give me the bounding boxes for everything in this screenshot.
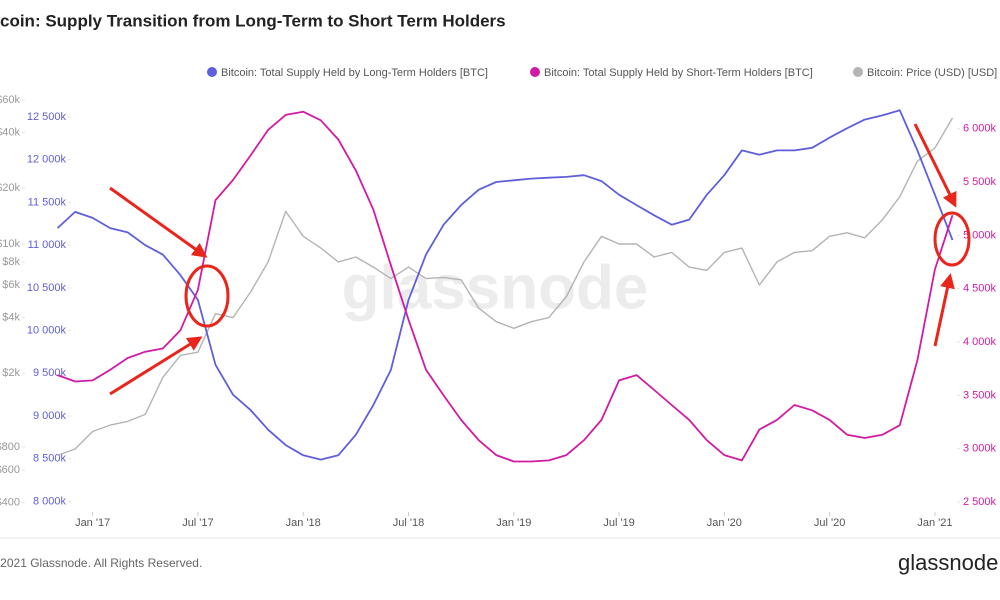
legend-label: Bitcoin: Price (USD) [USD] bbox=[867, 67, 997, 79]
x-tick-label: Jan '19 bbox=[496, 517, 531, 529]
x-tick-label: Jul '17 bbox=[182, 517, 213, 529]
x-tick-label: Jan '21 bbox=[917, 517, 952, 529]
highlight-circle bbox=[184, 264, 230, 328]
y-tick-label: 3 500k bbox=[963, 389, 997, 401]
watermark: glassnode bbox=[342, 253, 649, 322]
legend-label: Bitcoin: Total Supply Held by Short-Term… bbox=[544, 67, 813, 79]
arrow bbox=[109, 336, 203, 396]
arrow bbox=[933, 273, 955, 347]
y-tick-label: 9 000k bbox=[33, 410, 67, 422]
legend-label: Bitcoin: Total Supply Held by Long-Term … bbox=[221, 67, 488, 79]
y-tick-label: 6 000k bbox=[963, 123, 997, 135]
y-tick-label: 12 500k bbox=[27, 111, 67, 123]
y-tick-label: 5 000k bbox=[963, 229, 997, 241]
y-tick-label: $8k bbox=[2, 256, 20, 268]
y-tick-label: $4k bbox=[2, 312, 20, 324]
y-tick-label: $600 bbox=[0, 464, 20, 476]
logo: glassnode bbox=[898, 550, 998, 575]
copyright: © 2021 Glassnode. All Rights Reserved. bbox=[0, 556, 202, 570]
legend-swatch bbox=[853, 67, 863, 77]
y-tick-label: 2 500k bbox=[963, 496, 997, 508]
y-tick-label: $400 bbox=[0, 497, 20, 509]
y-tick-label: 8 000k bbox=[33, 495, 67, 507]
chart-title: coin: Supply Transition from Long-Term t… bbox=[0, 11, 506, 30]
y-tick-label: $40k bbox=[0, 126, 20, 138]
y-tick-label: $6k bbox=[2, 279, 20, 291]
x-tick-label: Jan '20 bbox=[707, 517, 742, 529]
y-tick-label: 5 500k bbox=[963, 176, 997, 188]
y-tick-label: $20k bbox=[0, 182, 20, 194]
y-tick-label: 11 500k bbox=[28, 196, 67, 208]
y-tick-label: $800 bbox=[0, 441, 20, 453]
y-tick-label: $60k bbox=[0, 94, 20, 106]
x-tick-label: Jul '19 bbox=[603, 517, 634, 529]
arrow bbox=[109, 186, 208, 258]
y-tick-label: 12 000k bbox=[27, 154, 67, 166]
x-tick-label: Jul '18 bbox=[393, 517, 424, 529]
y-tick-label: 11 000k bbox=[28, 239, 67, 251]
y-tick-label: $10k bbox=[0, 238, 20, 250]
y-tick-label: 10 500k bbox=[27, 282, 67, 294]
annotations bbox=[109, 123, 971, 396]
arrow bbox=[913, 123, 957, 208]
x-tick-label: Jul '20 bbox=[814, 517, 845, 529]
y-tick-label: 4 000k bbox=[963, 336, 997, 348]
y-tick-label: 4 500k bbox=[963, 283, 997, 295]
highlight-circle bbox=[933, 211, 971, 267]
legend-swatch bbox=[207, 67, 217, 77]
y-tick-label: $2k bbox=[2, 367, 20, 379]
y-tick-label: 10 000k bbox=[27, 325, 67, 337]
legend-swatch bbox=[530, 67, 540, 77]
x-tick-label: Jan '18 bbox=[286, 517, 321, 529]
y-tick-label: 3 000k bbox=[963, 443, 997, 455]
series-line bbox=[56, 109, 954, 461]
x-tick-label: Jan '17 bbox=[75, 517, 110, 529]
